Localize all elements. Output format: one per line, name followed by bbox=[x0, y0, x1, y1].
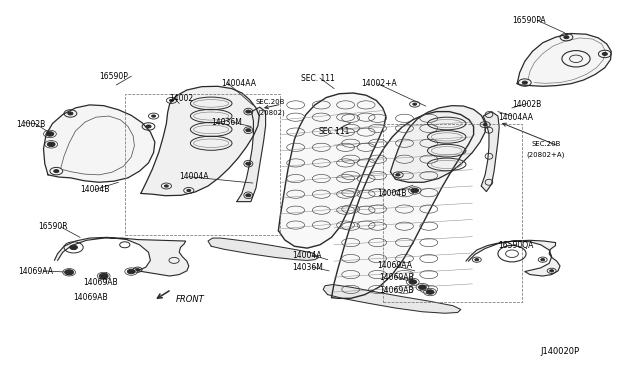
Circle shape bbox=[246, 162, 251, 165]
Polygon shape bbox=[517, 33, 611, 86]
Text: 16590R: 16590R bbox=[38, 222, 68, 231]
Text: SEC.111: SEC.111 bbox=[319, 127, 350, 136]
Text: 14069AB: 14069AB bbox=[379, 286, 413, 295]
Circle shape bbox=[550, 270, 554, 272]
Circle shape bbox=[602, 52, 607, 55]
Circle shape bbox=[54, 170, 59, 173]
Polygon shape bbox=[481, 112, 499, 192]
Polygon shape bbox=[208, 238, 319, 260]
Polygon shape bbox=[332, 112, 474, 298]
Text: 14004B: 14004B bbox=[378, 189, 407, 198]
Circle shape bbox=[70, 245, 77, 250]
Circle shape bbox=[246, 194, 251, 197]
Polygon shape bbox=[323, 285, 461, 313]
Text: 14004AA: 14004AA bbox=[498, 113, 533, 122]
Polygon shape bbox=[44, 105, 155, 182]
Text: 14002B: 14002B bbox=[512, 100, 541, 109]
Circle shape bbox=[475, 259, 479, 261]
Circle shape bbox=[152, 115, 156, 117]
Circle shape bbox=[541, 259, 545, 261]
Circle shape bbox=[187, 189, 191, 192]
Text: FRONT: FRONT bbox=[176, 295, 205, 304]
Text: 16590P: 16590P bbox=[99, 72, 128, 81]
Circle shape bbox=[246, 129, 251, 132]
Polygon shape bbox=[237, 107, 266, 202]
Polygon shape bbox=[390, 106, 485, 182]
Text: 14069AB: 14069AB bbox=[379, 273, 413, 282]
Text: 14069AA: 14069AA bbox=[18, 267, 53, 276]
Polygon shape bbox=[278, 93, 386, 248]
Circle shape bbox=[146, 125, 151, 128]
Circle shape bbox=[564, 36, 569, 39]
Circle shape bbox=[67, 271, 71, 273]
Circle shape bbox=[426, 290, 434, 294]
Circle shape bbox=[483, 124, 487, 126]
Text: 14069AA: 14069AA bbox=[378, 262, 413, 270]
Circle shape bbox=[127, 269, 135, 274]
Circle shape bbox=[419, 285, 426, 289]
Text: 16590QA: 16590QA bbox=[498, 241, 533, 250]
Text: 14069AB: 14069AB bbox=[74, 293, 108, 302]
Text: 14002: 14002 bbox=[170, 94, 194, 103]
Bar bbox=[125, 94, 280, 235]
Text: 16590PA: 16590PA bbox=[512, 16, 546, 25]
Text: 14004A: 14004A bbox=[292, 251, 321, 260]
Circle shape bbox=[396, 174, 400, 176]
Circle shape bbox=[68, 112, 73, 115]
Circle shape bbox=[164, 185, 168, 187]
Text: 14004AA: 14004AA bbox=[221, 79, 256, 88]
Text: 14004A: 14004A bbox=[179, 172, 209, 181]
Bar bbox=[383, 124, 522, 302]
Circle shape bbox=[413, 103, 417, 105]
Text: SEC.20B: SEC.20B bbox=[256, 99, 285, 105]
Text: SEC. 111: SEC. 111 bbox=[301, 74, 335, 83]
Circle shape bbox=[100, 274, 108, 278]
Circle shape bbox=[522, 81, 527, 84]
Circle shape bbox=[170, 99, 173, 102]
Text: 14069AB: 14069AB bbox=[83, 278, 118, 287]
Polygon shape bbox=[54, 237, 189, 276]
Circle shape bbox=[65, 270, 73, 275]
Text: (20802): (20802) bbox=[257, 109, 285, 116]
Polygon shape bbox=[141, 86, 259, 196]
Circle shape bbox=[136, 269, 140, 271]
Text: SEC.20B: SEC.20B bbox=[531, 141, 561, 147]
Circle shape bbox=[46, 132, 54, 136]
Text: 14036M: 14036M bbox=[292, 263, 323, 272]
Text: 14004B: 14004B bbox=[80, 185, 109, 194]
Circle shape bbox=[409, 280, 417, 284]
Text: 14002B: 14002B bbox=[16, 120, 45, 129]
Polygon shape bbox=[466, 240, 560, 276]
Circle shape bbox=[47, 142, 55, 147]
Text: 14036M: 14036M bbox=[211, 118, 242, 126]
Circle shape bbox=[411, 188, 419, 193]
Text: (20802+A): (20802+A) bbox=[527, 151, 565, 158]
Circle shape bbox=[246, 110, 251, 113]
Circle shape bbox=[102, 275, 106, 277]
Text: 14002+A: 14002+A bbox=[362, 79, 397, 88]
Text: J140020P: J140020P bbox=[541, 347, 580, 356]
